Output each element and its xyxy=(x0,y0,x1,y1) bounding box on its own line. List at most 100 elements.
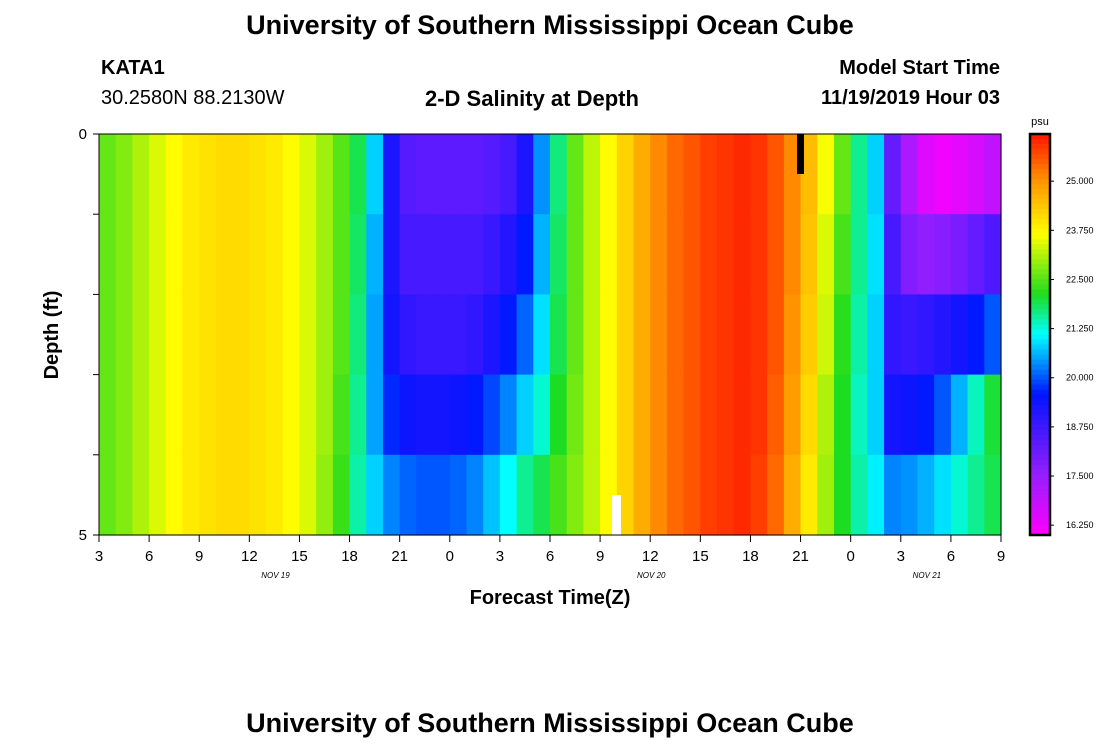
heatmap-cell xyxy=(232,214,250,295)
colorbar-tick-label: 23.750 xyxy=(1066,225,1094,235)
heatmap-cell xyxy=(650,374,668,456)
heatmap-cell xyxy=(483,134,501,215)
colorbar-step xyxy=(1030,414,1050,421)
heatmap-cells xyxy=(99,134,1002,536)
y-axis-label: Depth (ft) xyxy=(41,291,63,380)
heatmap-cell xyxy=(499,294,518,376)
colorbar-frame xyxy=(1028,132,1052,537)
heatmap-cell xyxy=(332,374,351,456)
heatmap-cell xyxy=(433,374,451,456)
colorbar-step xyxy=(1030,154,1050,160)
heatmap-cell xyxy=(533,454,551,536)
heatmap-cell xyxy=(550,374,568,456)
colorbar-step xyxy=(1030,439,1050,446)
colorbar-step xyxy=(1030,324,1050,330)
heatmap-cell xyxy=(499,454,518,536)
heatmap-cell xyxy=(266,454,284,536)
heatmap-cell xyxy=(349,454,367,536)
colorbar-step xyxy=(1030,444,1050,451)
heatmap-cell xyxy=(199,214,217,295)
heatmap-cell xyxy=(516,214,534,295)
heatmap-cell xyxy=(332,214,351,295)
heatmap-cell xyxy=(332,134,351,215)
heatmap-cell xyxy=(867,374,885,456)
heatmap-cell xyxy=(750,454,768,536)
colorbar-step xyxy=(1030,519,1050,526)
heatmap-cell xyxy=(366,134,384,215)
x-tick-label: 6 xyxy=(947,548,955,565)
heatmap-cell xyxy=(232,454,250,536)
colorbar-step xyxy=(1030,304,1050,310)
colorbar-step xyxy=(1030,479,1050,486)
heatmap-cell xyxy=(550,294,568,376)
heatmap-cell xyxy=(199,374,217,456)
heatmap-cell xyxy=(349,214,367,295)
heatmap-cell xyxy=(182,294,200,376)
heatmap-cell xyxy=(382,454,401,536)
colorbar-step xyxy=(1030,289,1050,295)
date-label: NOV 21 xyxy=(913,571,941,580)
heatmap-cell xyxy=(750,294,768,376)
heatmap-cell xyxy=(182,374,200,456)
heatmap-cell xyxy=(683,374,701,456)
heatmap-cell xyxy=(717,134,735,215)
x-tick-label: 3 xyxy=(897,548,905,565)
heatmap-cell xyxy=(433,214,451,295)
heatmap-cell xyxy=(516,134,534,215)
heatmap-cell xyxy=(850,214,868,295)
heatmap-cell xyxy=(382,374,401,456)
x-tick-label: 18 xyxy=(341,548,358,565)
colorbar-tick-label: 21.250 xyxy=(1066,324,1094,334)
heatmap-cell xyxy=(967,294,985,376)
footer-title: University of Southern Mississippi Ocean… xyxy=(246,708,854,738)
heatmap-cell xyxy=(917,214,935,295)
heatmap-cell xyxy=(633,374,651,456)
colorbar-tick-label: 17.500 xyxy=(1066,471,1094,481)
heatmap-cell xyxy=(533,294,551,376)
colorbar-step xyxy=(1030,209,1050,215)
heatmap-cell xyxy=(884,294,902,376)
heatmap-cell xyxy=(717,214,735,295)
heatmap-cell xyxy=(817,134,835,215)
heatmap-cell xyxy=(266,294,284,376)
model-start-time: 11/19/2019 Hour 03 xyxy=(820,87,1000,109)
heatmap-cell xyxy=(583,294,601,376)
heatmap-cell xyxy=(583,374,601,456)
heatmap-cell xyxy=(817,454,835,536)
colorbar-step xyxy=(1030,249,1050,255)
heatmap-cell xyxy=(600,214,618,295)
heatmap-cell xyxy=(984,374,1002,456)
heatmap-cell xyxy=(817,294,835,376)
colorbar-step xyxy=(1030,474,1050,481)
heatmap-cell xyxy=(382,134,401,215)
heatmap-cell xyxy=(850,134,868,215)
heatmap-cell xyxy=(115,214,133,295)
heatmap-cell xyxy=(149,454,167,536)
x-tick-label: 9 xyxy=(997,548,1005,565)
heatmap-cell xyxy=(149,214,167,295)
heatmap-cell xyxy=(115,134,133,215)
heatmap-cell xyxy=(800,374,818,456)
heatmap-cell xyxy=(650,294,668,376)
colorbar-step xyxy=(1030,294,1050,300)
colorbar-step xyxy=(1030,169,1050,175)
heatmap-cell xyxy=(867,294,885,376)
heatmap-cell xyxy=(266,214,284,295)
heatmap-cell xyxy=(750,134,768,215)
heatmap-cell xyxy=(366,454,384,536)
x-axis-ticks: 3 6 9 12 15 18 21 0 3 6 9 12 15 18 21 0 3 6 9 NOV 19 NOV 20 N… xyxy=(95,535,1005,580)
heatmap-cell xyxy=(299,214,317,295)
heatmap-cell xyxy=(683,134,701,215)
heatmap-cell xyxy=(115,454,133,536)
heatmap-cell xyxy=(132,214,150,295)
heatmap-cell xyxy=(717,454,735,536)
colorbar-step xyxy=(1030,354,1050,361)
heatmap-cell xyxy=(666,134,685,215)
heatmap-cell xyxy=(850,294,868,376)
heatmap-cell xyxy=(382,214,401,295)
heatmap-cell xyxy=(833,214,852,295)
x-axis-label: Forecast Time(Z) xyxy=(470,587,631,609)
colorbar-step xyxy=(1030,264,1050,270)
heatmap-cell xyxy=(800,294,818,376)
